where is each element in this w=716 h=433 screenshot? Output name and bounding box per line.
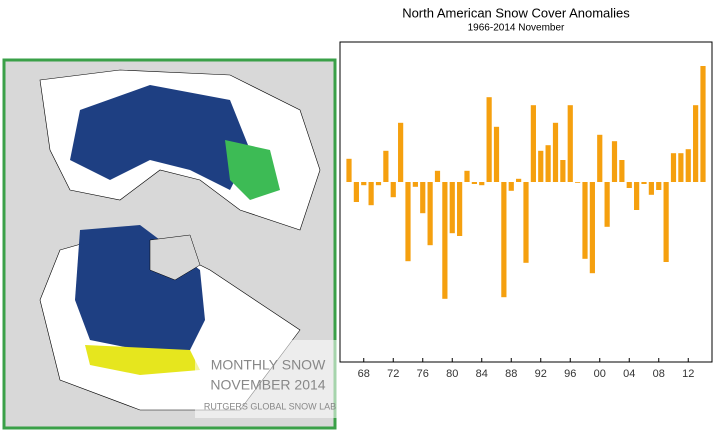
bar	[427, 182, 433, 246]
bar	[611, 141, 618, 182]
map-label: MONTHLY SNOW	[211, 357, 326, 373]
x-tick-label: 08	[653, 368, 665, 380]
bar	[634, 182, 640, 210]
bar	[567, 105, 573, 182]
bar	[398, 122, 404, 182]
greenland-gap	[149, 234, 201, 281]
bar	[508, 182, 514, 191]
snow-fringe	[85, 345, 200, 375]
chart-title: North American Snow Cover Anomalies	[402, 5, 630, 20]
bar	[685, 149, 691, 182]
bar	[405, 182, 411, 262]
bar	[545, 145, 551, 182]
x-tick-label: 00	[594, 368, 606, 380]
bar	[575, 182, 581, 183]
x-tick-label: 80	[446, 368, 458, 380]
map-label: NOVEMBER 2014	[210, 377, 325, 393]
bar	[375, 182, 382, 186]
bar	[412, 182, 418, 187]
x-tick-label: 76	[417, 368, 429, 380]
bar	[604, 182, 610, 227]
bar	[656, 182, 662, 190]
snow-edge	[225, 140, 280, 200]
x-tick-label: 72	[387, 368, 399, 380]
bar	[678, 153, 684, 182]
bar	[449, 182, 455, 234]
bar	[368, 182, 374, 206]
bar	[471, 182, 477, 184]
bar	[538, 150, 544, 182]
x-tick-label: 96	[564, 368, 576, 380]
bar	[663, 182, 669, 262]
bar	[589, 182, 595, 274]
bar	[700, 66, 706, 182]
bar	[434, 170, 441, 182]
x-tick-label: 92	[535, 368, 547, 380]
bar	[582, 182, 588, 259]
bar	[383, 150, 389, 182]
bar	[346, 158, 352, 182]
bar	[693, 105, 699, 182]
label-box	[195, 340, 337, 418]
x-tick-label: 68	[358, 368, 370, 380]
bar	[619, 160, 625, 182]
bar	[493, 126, 500, 182]
bar	[390, 182, 396, 198]
bar	[501, 182, 507, 298]
bar	[361, 182, 367, 186]
bar	[479, 182, 485, 186]
bar	[530, 105, 536, 182]
x-tick-label: 88	[505, 368, 517, 380]
bar	[641, 182, 647, 184]
bar	[486, 97, 492, 182]
x-tick-label: 04	[623, 368, 635, 380]
x-tick-label: 84	[476, 368, 488, 380]
bar	[648, 182, 654, 195]
bar	[560, 160, 566, 182]
bar	[626, 182, 632, 188]
bar	[523, 182, 529, 263]
x-tick-label: 12	[682, 368, 694, 380]
snow-eurasia	[70, 85, 250, 190]
plot-frame	[339, 41, 713, 363]
bar	[516, 178, 522, 182]
bar	[442, 182, 448, 299]
bar	[597, 134, 603, 182]
bar	[457, 182, 463, 236]
bar	[670, 153, 677, 182]
bar	[353, 182, 359, 202]
map-credit: RUTGERS GLOBAL SNOW LAB	[204, 401, 336, 411]
bar	[464, 170, 470, 182]
chart-subtitle: 1966-2014 November	[468, 23, 565, 34]
bar	[420, 182, 426, 214]
bar	[552, 122, 559, 182]
snow-map: MONTHLY SNOW NOVEMBER 2014 RUTGERS GLOBA…	[2, 58, 337, 430]
